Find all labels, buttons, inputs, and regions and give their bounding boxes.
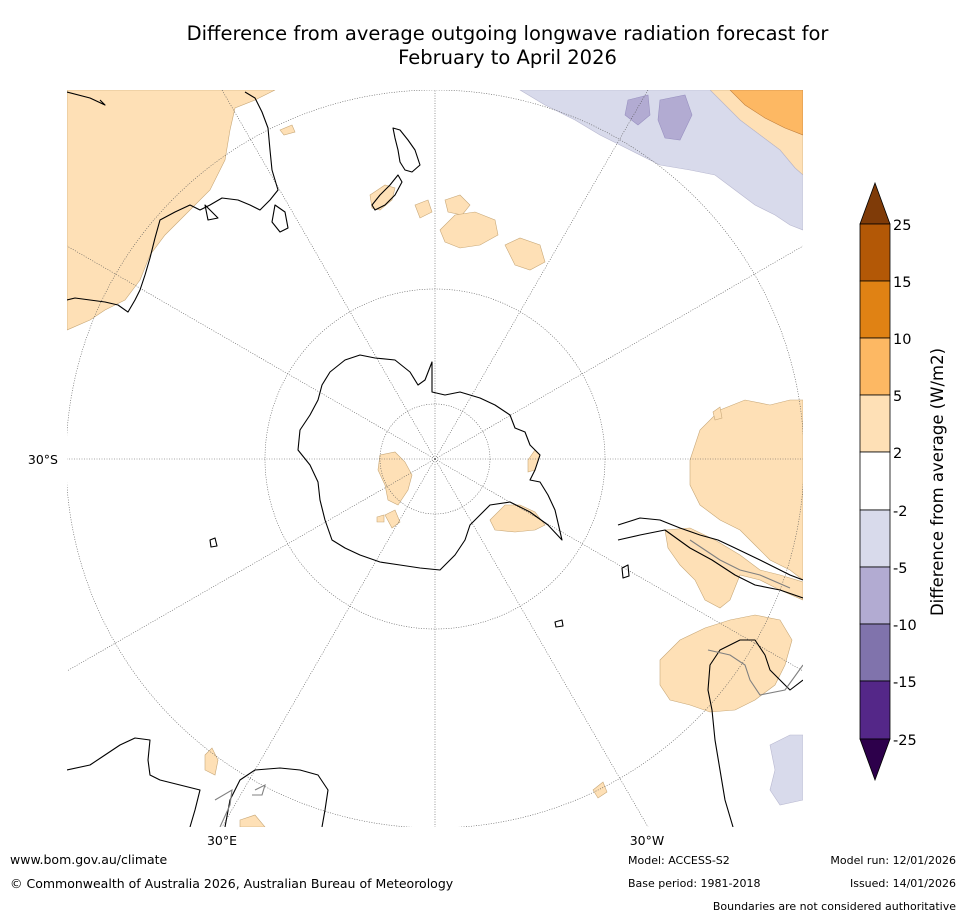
anomaly-positive-atlantic	[689, 399, 803, 581]
coastline-antarctic-peninsula-islands	[617, 517, 803, 581]
coastline-new-zealand-south	[371, 174, 403, 211]
anomaly-negative-south-america	[769, 734, 803, 806]
colorbar-tick: -15	[893, 675, 917, 691]
anomaly-positive-south-america-2	[659, 614, 793, 713]
footer-issued: Issued: 14/01/2026	[849, 877, 956, 890]
anomaly-strong-positive-northeast	[729, 90, 803, 136]
colorbar-band-m10-m5	[859, 566, 891, 625]
meridian	[434, 90, 649, 460]
meridian	[434, 458, 803, 672]
colorbar-tick: -25	[893, 733, 917, 749]
anomaly-positive-antarctica-2	[376, 509, 401, 529]
footer-copyright: © Commonwealth of Australia 2026, Austra…	[10, 876, 454, 891]
anomaly-positive-antarctica-3	[489, 504, 546, 533]
meridian	[67, 458, 436, 672]
colorbar-tick: 25	[893, 218, 911, 234]
footer-model-run: Model run: 12/01/2026	[830, 854, 956, 867]
chart-title: Difference from average outgoing longwav…	[60, 22, 955, 70]
anomaly-positive-antarctica-1	[377, 451, 413, 506]
anomaly-positive-pacific-4	[414, 199, 433, 219]
colorbar-over-triangle	[859, 181, 891, 225]
longitude-label-30w: 30°W	[630, 833, 665, 848]
anomaly-positive-pacific-2	[439, 211, 499, 249]
colorbar-band-m5-m2	[859, 509, 891, 568]
colorbar-band-m25-m15	[859, 680, 891, 740]
map-area[interactable]	[66, 90, 804, 828]
colorbar-label: Difference from average (W/m2)	[928, 348, 947, 616]
colorbar-tick: -5	[893, 561, 907, 577]
colorbar-tick: 10	[893, 332, 911, 348]
longitude-label-30e: 30°E	[207, 833, 237, 848]
coastline-gulf	[204, 204, 219, 221]
colorbar-band-10-15	[859, 280, 891, 339]
colorbar-band-5-10	[859, 337, 891, 396]
coastline-antarctica	[297, 354, 563, 571]
anomaly-positive-pacific-3	[504, 237, 546, 271]
coastline-north-australia	[67, 91, 106, 106]
colorbar-ticks: 25 15 10 5 2 -2 -5 -10 -15 -25	[893, 218, 917, 749]
colorbar-tick: 5	[893, 389, 902, 405]
graticule	[67, 90, 803, 827]
anomaly-positive-small	[712, 406, 723, 421]
colorbar-band-2-5	[859, 394, 891, 453]
anomaly-positive-south-america-1	[664, 527, 803, 609]
colorbar	[859, 181, 891, 782]
meridian	[221, 90, 436, 460]
colorbar-under-triangle	[859, 738, 891, 782]
coastline-australia	[67, 91, 279, 313]
coastline-south-america	[617, 529, 803, 827]
meridian	[67, 245, 436, 460]
anomaly-positive-africa-3	[592, 781, 608, 799]
colorbar-tick: -10	[893, 618, 917, 634]
meridian	[221, 458, 436, 827]
footer-website[interactable]: www.bom.gov.au/climate	[10, 852, 168, 867]
title-line-2: February to April 2026	[398, 46, 617, 69]
anomaly-positive-pacific-1	[444, 194, 471, 216]
anomaly-positive-australia	[67, 90, 276, 331]
coastlines	[67, 91, 803, 827]
footer-disclaimer: Boundaries are not considered authoritat…	[712, 900, 956, 913]
coastline-island	[621, 564, 630, 579]
colorbar-tick: 15	[893, 275, 911, 291]
border-southern-africa	[214, 783, 266, 827]
border-south-america-2	[707, 649, 803, 696]
coastline-new-zealand-north	[392, 127, 421, 173]
anomaly-positive-nz	[369, 184, 396, 211]
coastline-island	[209, 537, 218, 548]
colorbar-band-15-25	[859, 223, 891, 282]
country-borders	[214, 539, 803, 827]
anomaly-regions	[67, 90, 803, 827]
footer-base-period: Base period: 1981-2018	[628, 877, 761, 890]
anomaly-negative-pacific-core	[624, 94, 693, 141]
colorbar-tick: 2	[893, 446, 902, 462]
colorbar-band-neutral	[859, 451, 891, 511]
coastline-southern-africa	[67, 737, 329, 827]
colorbar-tick: -2	[893, 504, 907, 520]
anomaly-positive-pacific-5	[279, 124, 296, 136]
coastline-tasmania	[271, 204, 289, 233]
colorbar-band-m15-m10	[859, 623, 891, 682]
border-south-america-1	[689, 539, 791, 589]
title-line-1: Difference from average outgoing longwav…	[186, 22, 829, 45]
footer-model: Model: ACCESS-S2	[628, 854, 730, 867]
meridian	[434, 245, 803, 460]
anomaly-positive-africa-2	[239, 814, 266, 827]
meridian	[434, 458, 649, 827]
latitude-label-30s: 30°S	[28, 452, 58, 467]
coastline-island	[554, 619, 564, 628]
anomaly-negative-pacific	[519, 90, 803, 231]
